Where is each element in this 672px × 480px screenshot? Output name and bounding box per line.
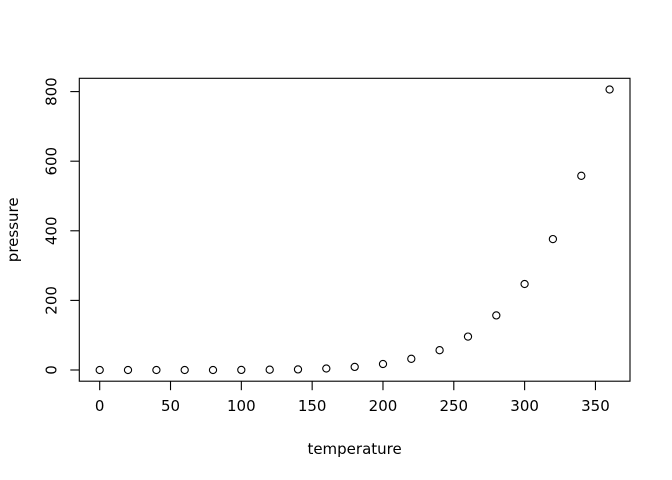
data-point — [520, 279, 529, 289]
x-tick-label: 150 — [298, 397, 327, 415]
x-axis-title: temperature — [307, 440, 401, 458]
data-point — [407, 354, 416, 363]
x-axis: 0 50 100 150 200 250 300 350 — [95, 381, 610, 415]
x-tick-label: 350 — [581, 397, 610, 415]
data-point — [180, 365, 189, 375]
data-point — [378, 359, 388, 369]
y-tick-label: 400 — [42, 216, 60, 245]
data-point — [492, 311, 501, 320]
plot-border-box — [78, 77, 631, 382]
y-axis: 0 200 400 600 800 — [42, 77, 80, 375]
x-tick-label: 200 — [369, 397, 398, 415]
x-tick-label: 300 — [510, 397, 539, 415]
data-point — [322, 364, 331, 373]
data-point — [548, 234, 558, 244]
data-point — [435, 346, 444, 355]
data-point — [350, 362, 359, 372]
x-tick-label: 250 — [439, 397, 468, 415]
data-points — [95, 85, 614, 375]
x-tick-label: 0 — [95, 397, 105, 415]
x-tick-label: 50 — [161, 397, 180, 415]
x-tick-label: 100 — [227, 397, 256, 415]
data-point — [605, 85, 614, 94]
data-point — [265, 365, 274, 374]
data-point — [123, 365, 133, 375]
y-tick-label: 600 — [42, 147, 60, 176]
y-axis-title: pressure — [4, 197, 22, 262]
data-point — [293, 365, 303, 374]
data-point — [208, 365, 218, 375]
data-point — [152, 365, 161, 375]
data-point — [463, 332, 473, 341]
data-point — [577, 171, 586, 180]
data-point — [95, 365, 104, 375]
y-tick-label: 200 — [42, 286, 60, 315]
y-tick-label: 0 — [42, 365, 60, 375]
data-point — [237, 365, 246, 375]
y-tick-label: 800 — [42, 77, 60, 106]
